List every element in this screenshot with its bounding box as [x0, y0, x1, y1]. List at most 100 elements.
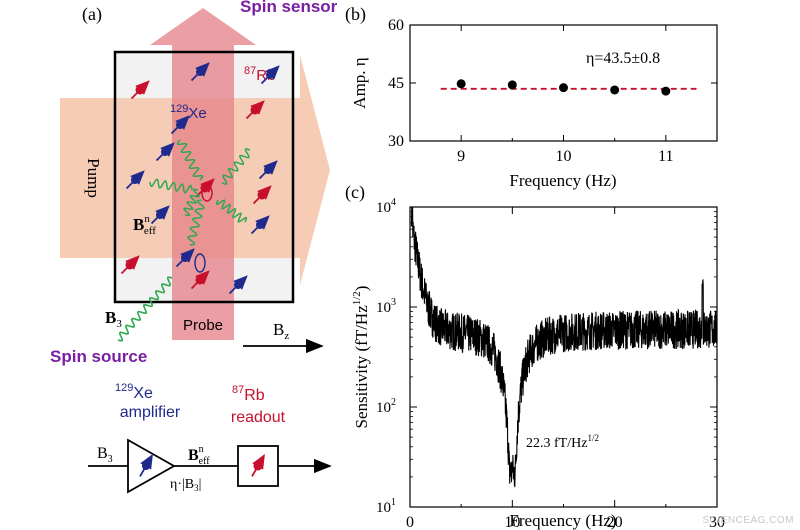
spin-dot	[135, 85, 145, 95]
data-point	[559, 83, 568, 93]
spin-dot	[156, 211, 164, 219]
mid-beff-label: Bn eff	[188, 444, 210, 467]
min-annotation: 22.3 fT/Hz1/2	[526, 433, 599, 451]
panel-c-ticks: 0 10 20 30 101 102 103 104	[376, 197, 725, 530]
y-tick-exponent: 3	[391, 297, 396, 308]
readout-label: readout	[231, 409, 286, 426]
y-tick-label: 102	[376, 397, 396, 416]
spin-dot	[250, 105, 260, 115]
rb-spin	[130, 80, 150, 100]
panel-c-ylabel: Sensitivity (fT/Hz1/2)	[351, 286, 371, 429]
signal-chain-schematic: 129Xe amplifier 87Rb readout B3 Bn eff η·…	[88, 382, 332, 494]
y-tick-label: 104	[376, 197, 396, 216]
xe-spin	[258, 160, 278, 180]
y-tick-label: 45	[388, 75, 404, 92]
interaction-wave	[186, 199, 206, 246]
interaction-wave	[215, 199, 248, 223]
y-tick-label: 60	[388, 17, 404, 34]
xe-spin	[260, 65, 280, 85]
spin-dot	[176, 121, 184, 129]
rb-spin	[245, 100, 265, 120]
xe-spin	[190, 62, 210, 82]
amplifier-label: amplifier	[120, 404, 181, 421]
spin-source-label: Spin source	[50, 347, 147, 366]
panel-b: (b) 9 10 11 30 45 60 η=43.5±0.8 Frequency (Hz…	[345, 4, 718, 190]
schematic-spins	[139, 454, 265, 477]
panel-b-ticks: 9 10 11 30 45 60	[388, 17, 717, 165]
interaction-wave	[149, 178, 193, 194]
xe-spin	[228, 275, 248, 295]
y-tick-exponent: 1	[391, 497, 396, 508]
precession-loop	[201, 184, 213, 202]
rb-spin	[120, 255, 140, 275]
spin-arrows	[120, 62, 280, 295]
spin-dot	[195, 275, 205, 285]
spin-dot	[253, 461, 263, 471]
spin-dot	[266, 71, 274, 79]
xe-spin	[170, 115, 190, 135]
vapor-cell-border	[113, 50, 295, 304]
spin-dot	[125, 260, 135, 270]
xe-label: 129Xe	[170, 103, 207, 122]
rb-spin	[251, 454, 265, 477]
panel-c-xlabel: Frequency (Hz)	[509, 511, 616, 530]
rb-spin	[190, 270, 210, 290]
spin-dot	[264, 166, 272, 174]
y-tick-exponent: 2	[391, 397, 396, 408]
spin-dot	[196, 68, 204, 76]
y-tick-label: 101	[376, 497, 396, 516]
rb-spin	[252, 185, 272, 205]
spin-dot	[161, 148, 169, 156]
schematic-xe-label: 129Xe	[115, 382, 153, 402]
interaction-wave	[183, 188, 200, 217]
y-tick-label: 30	[388, 133, 404, 150]
xe-spin	[155, 142, 175, 162]
panel-a: (a) Spin sensor 87Rb 129Xe Pump Probe Bn…	[50, 0, 338, 366]
panel-b-frame	[409, 24, 718, 142]
gain-label: η·|B3|	[170, 477, 201, 493]
amplifier-triangle	[127, 438, 176, 494]
data-point	[507, 80, 517, 90]
spin-dot	[257, 190, 267, 200]
spin-sensor-label: Spin sensor	[240, 0, 338, 16]
x-tick-label: 0	[406, 514, 414, 530]
x-tick-label: 20	[607, 514, 623, 530]
eta-annotation: η=43.5±0.8	[586, 50, 660, 67]
x-tick-label: 10	[504, 514, 520, 530]
xe-spin	[125, 170, 145, 190]
probe-beam	[150, 8, 256, 340]
data-point	[610, 85, 620, 95]
panel-b-points	[456, 79, 671, 96]
bz-label: Bz	[273, 320, 289, 342]
beff-label: Bn eff	[133, 213, 156, 237]
y-tick-label: 103	[376, 297, 396, 316]
spin-dot	[131, 176, 139, 184]
panel-c-label: (c)	[345, 182, 365, 203]
noise-spectrum-trace	[410, 206, 718, 488]
y-tick-exponent: 4	[391, 197, 396, 208]
panel-a-label: (a)	[82, 4, 102, 25]
pump-label: Pump	[84, 158, 103, 198]
interaction-waves	[149, 139, 251, 246]
x-tick-label: 11	[658, 148, 673, 165]
panel-c-frame	[409, 206, 718, 508]
input-b3-label: B3	[97, 445, 113, 465]
xe-spin	[150, 205, 170, 225]
panel-b-xlabel: Frequency (Hz)	[509, 171, 616, 190]
watermark: SCIENCEAG.COM	[702, 515, 794, 526]
xe-spin	[175, 248, 195, 268]
interaction-wave	[221, 148, 251, 185]
panel-b-label: (b)	[345, 4, 366, 25]
panel-c: (c) 0 10 20 30 101 102 103 104 22.3 fT/Hz1/2 Fr…	[345, 182, 725, 530]
panel-b-ylabel: Amp. η	[350, 57, 369, 108]
probe-label: Probe	[183, 317, 223, 334]
precession-loop	[194, 253, 206, 273]
xe-spin	[250, 215, 270, 235]
xe-spin	[139, 454, 153, 477]
spin-dot	[234, 281, 242, 289]
interaction-wave	[176, 139, 204, 181]
spin-source-wave	[117, 276, 173, 342]
data-point	[456, 79, 466, 89]
data-point	[661, 86, 671, 96]
spin-dot	[142, 462, 150, 470]
